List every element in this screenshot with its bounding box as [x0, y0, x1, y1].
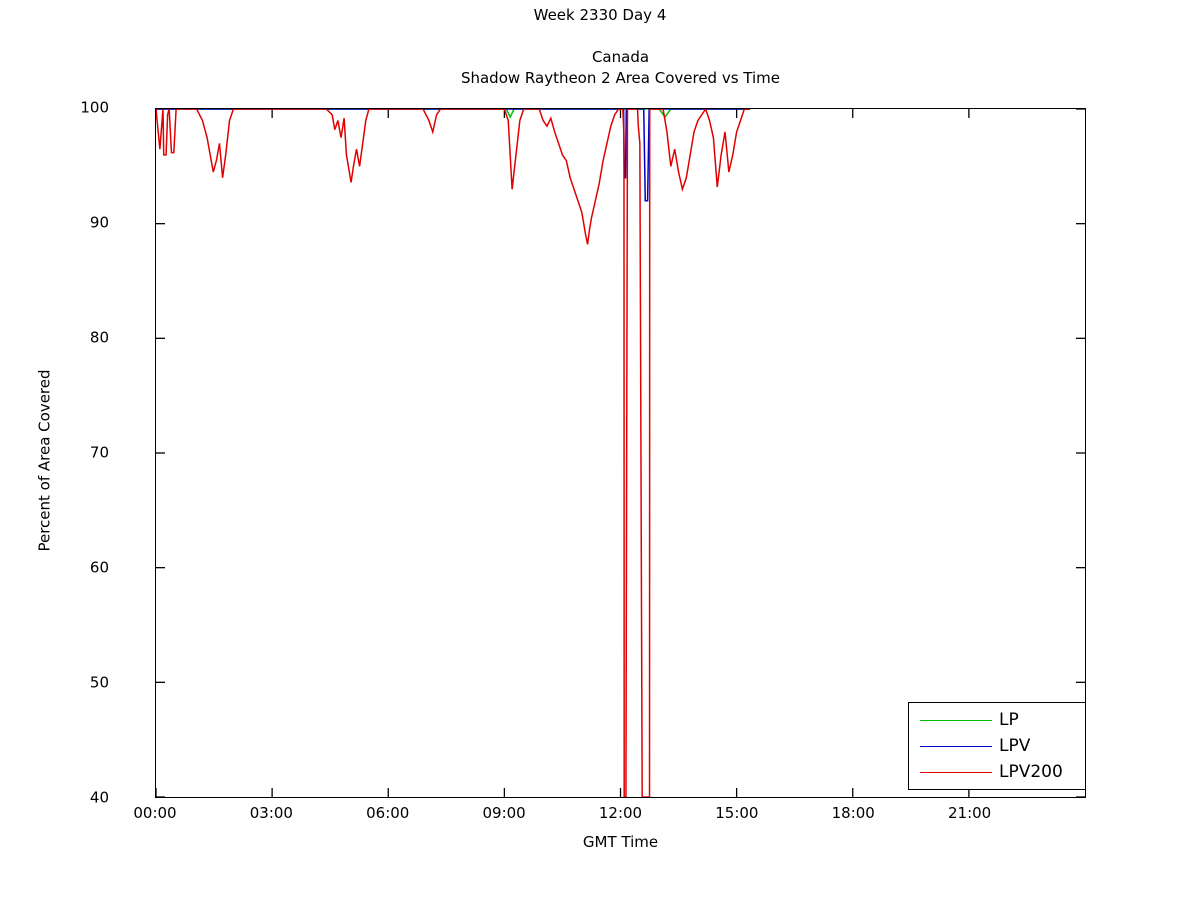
chart-legend[interactable]: LP LPV LPV200 — [908, 702, 1086, 790]
x-tick-label: 15:00 — [715, 804, 759, 822]
x-axis-label: GMT Time — [582, 833, 659, 851]
legend-item-lpv200[interactable]: LPV200 — [909, 759, 1085, 785]
figure-suptitle: Week 2330 Day 4 — [533, 6, 667, 24]
x-tick-label: 03:00 — [249, 804, 293, 822]
legend-swatch-line-icon — [920, 719, 992, 721]
chart-title-line-2: Shadow Raytheon 2 Area Covered vs Time — [460, 69, 781, 87]
legend-item-label: LPV — [999, 735, 1031, 756]
series-line-lp — [156, 109, 751, 119]
x-tick-label: 06:00 — [366, 804, 410, 822]
series-line-lpv200 — [156, 109, 751, 797]
x-tick-label: 12:00 — [598, 804, 643, 822]
y-tick-label: 40 — [89, 788, 109, 807]
legend-swatch-line-icon — [920, 771, 992, 773]
y-tick-label: 70 — [89, 443, 109, 462]
series-line-lpv — [156, 109, 751, 202]
x-tick-label: 00:00 — [133, 804, 177, 822]
chart-title-line-1: Canada — [591, 48, 650, 66]
x-tick-label: 09:00 — [482, 804, 526, 822]
y-tick-label: 100 — [80, 98, 109, 117]
y-axis-label: Percent of Area Covered — [35, 369, 54, 552]
legend-item-label: LPV200 — [999, 761, 1063, 782]
y-tick-label: 80 — [89, 328, 109, 347]
y-tick-label: 50 — [89, 673, 109, 692]
data-series-group — [156, 109, 751, 797]
legend-item-label: LP — [999, 709, 1019, 730]
plot-svg — [156, 109, 1085, 797]
legend-item-lp[interactable]: LP — [909, 707, 1085, 733]
chart-title: Canada Shadow Raytheon 2 Area Covered vs… — [155, 47, 1086, 89]
y-tick-label: 60 — [89, 558, 109, 577]
legend-item-lpv[interactable]: LPV — [909, 733, 1085, 759]
y-tick-label: 90 — [89, 213, 109, 232]
x-tick-label: 18:00 — [831, 804, 875, 822]
axis-tick-marks — [156, 109, 1085, 797]
x-tick-label: 21:00 — [948, 804, 992, 822]
legend-swatch-line-icon — [920, 745, 992, 747]
plot-area — [155, 108, 1086, 798]
